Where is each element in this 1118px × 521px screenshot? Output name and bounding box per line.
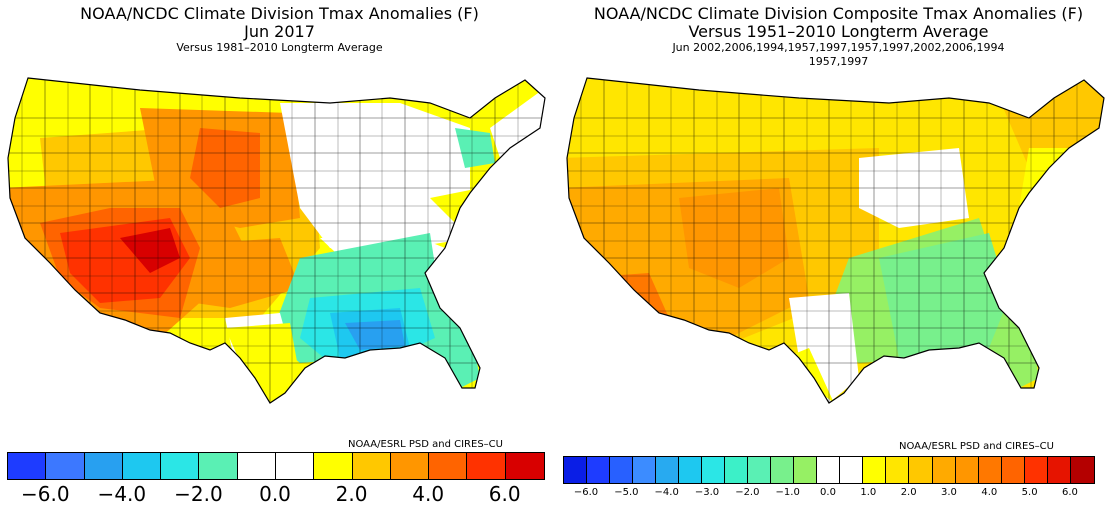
left-colorbar-tick-label: 4.0 (412, 482, 445, 506)
right-colorbar-tick-label: −3.0 (694, 487, 720, 498)
right-colorbar-tick-label: −6.0 (573, 487, 599, 498)
right-subtitle: Versus 1951–2010 Longterm Average (688, 22, 989, 41)
left-title: NOAA/NCDC Climate Division Tmax Anomalie… (80, 4, 479, 23)
right-colorbar-swatch (610, 457, 634, 483)
right-colorbar-swatch (886, 457, 910, 483)
right-years-line1: Jun 2002,2006,1994,1957,1997,1957,1997,2… (672, 41, 1005, 54)
left-colorbar-tick-label: 0.0 (259, 482, 291, 506)
right-colorbar-swatch (840, 457, 864, 483)
left-us-anomaly-map (7, 77, 546, 404)
right-colorbar-swatch (633, 457, 657, 483)
left-colorbar-swatch (429, 453, 468, 479)
right-colorbar-swatch (564, 457, 588, 483)
right-colorbar-swatch (771, 457, 795, 483)
right-colorbar-swatch (1047, 457, 1071, 483)
right-colorbar-tick-label: 2.0 (900, 487, 917, 498)
left-colorbar-swatch (352, 453, 391, 479)
right-colorbar-tick-label: 4.0 (981, 487, 998, 498)
right-colorbar-swatch (909, 457, 933, 483)
right-colorbar-tick-label: −5.0 (614, 487, 639, 498)
right-colorbar-tick-label: 6.0 (1062, 487, 1078, 498)
left-colorbar-swatch (314, 453, 353, 479)
right-colorbar-swatch (656, 457, 680, 483)
right-years-line2: 1957,1997 (808, 55, 869, 68)
left-colorbar-swatch (237, 453, 276, 479)
right-colorbar-swatch (955, 457, 979, 483)
left-colorbar-tick-label: 6.0 (488, 482, 521, 506)
right-credit: NOAA/ESRL PSD and CIRES–CU (899, 441, 1054, 452)
right-colorbar-swatch (932, 457, 956, 483)
right-colorbar-swatch (978, 457, 1002, 483)
left-colorbar-swatch (390, 453, 430, 479)
right-colorbar-tick-label: −2.0 (735, 487, 760, 498)
right-colorbar-swatch (587, 457, 611, 483)
right-colorbar-swatch (1070, 457, 1094, 483)
left-colorbar-swatch (46, 453, 85, 479)
right-colorbar-swatch (702, 457, 726, 483)
left-colorbar-swatch (8, 453, 47, 479)
right-colorbar-swatch (1024, 457, 1048, 483)
right-colorbar-swatch (863, 457, 887, 483)
left-map-panel: NOAA/NCDC Climate Division Tmax Anomalie… (7, 4, 546, 506)
right-colorbar-tick-label: −1.0 (775, 487, 800, 498)
left-baseline-label: Versus 1981–2010 Longterm Average (176, 41, 383, 54)
right-map-panel: NOAA/NCDC Climate Division Composite Tma… (559, 0, 1118, 521)
left-colorbar-swatch (122, 453, 162, 479)
right-us-anomaly-map (566, 77, 1105, 404)
right-colorbar-swatch (679, 457, 703, 483)
left-colorbar-swatch (467, 453, 506, 479)
left-colorbar-swatch (199, 453, 238, 479)
right-colorbar-swatch (794, 457, 818, 483)
right-colorbar (563, 456, 1095, 484)
left-colorbar-tick-label: −4.0 (97, 482, 147, 506)
right-colorbar-labels: −6.0 −5.0 −4.0 −3.0 −2.0 −1.0 0.0 1.0 2.0 3.0 4.0 5… (563, 487, 1093, 503)
right-colorbar-tick-label: 0.0 (820, 487, 836, 498)
right-colorbar-swatch (817, 457, 841, 483)
right-colorbar-swatch (1001, 457, 1025, 483)
right-colorbar-swatch (748, 457, 772, 483)
right-title: NOAA/NCDC Climate Division Composite Tma… (593, 4, 1084, 23)
right-colorbar-tick-label: 5.0 (1021, 487, 1038, 498)
left-colorbar-tick-label: 2.0 (335, 482, 368, 506)
left-colorbar-tick-label: −6.0 (20, 482, 70, 506)
right-colorbar-tick-label: 3.0 (941, 487, 957, 498)
right-colorbar-tick-label: −4.0 (654, 487, 679, 498)
left-colorbar-swatch (161, 453, 200, 479)
left-colorbar-tick-label: −2.0 (174, 482, 223, 506)
left-colorbar-swatch (84, 453, 123, 479)
left-colorbar-labels: −6.0 −4.0 −2.0 0.0 2.0 4.0 6.0 (7, 482, 543, 506)
left-subtitle: Jun 2017 (244, 22, 315, 41)
left-colorbar-swatch (505, 453, 544, 479)
left-credit: NOAA/ESRL PSD and CIRES–CU (348, 439, 503, 450)
left-colorbar (7, 452, 545, 480)
right-colorbar-swatch (725, 457, 749, 483)
left-colorbar-swatch (275, 453, 315, 479)
right-colorbar-tick-label: 1.0 (860, 487, 877, 498)
